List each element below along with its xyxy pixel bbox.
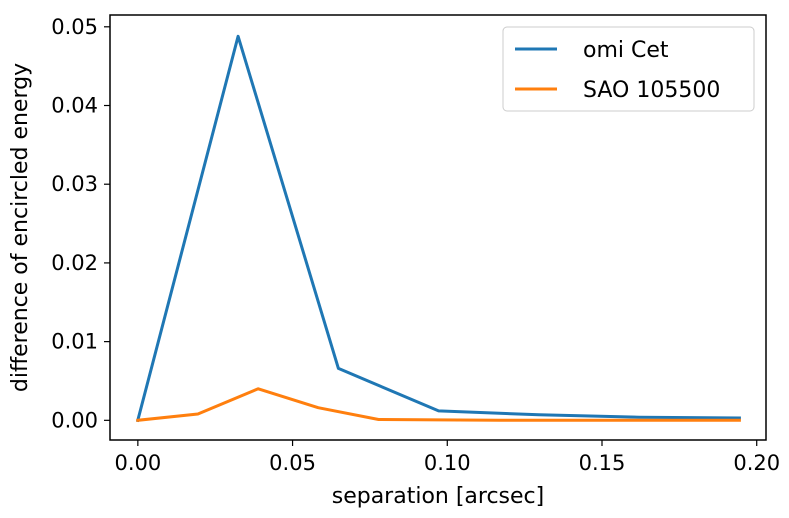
x-axis-label: separation [arcsec] xyxy=(332,484,545,509)
y-tick-label: 0.03 xyxy=(51,172,98,196)
series-line-omi-cet xyxy=(135,34,741,423)
x-tick-label: 0.20 xyxy=(733,451,780,475)
x-tick-label: 0.05 xyxy=(269,451,316,475)
x-axis-ticks: 0.00 0.05 0.10 0.15 0.20 xyxy=(114,440,780,475)
legend: omi Cet SAO 105500 xyxy=(502,26,755,112)
legend-label-sao-105500: SAO 105500 xyxy=(583,78,720,103)
y-axis-ticks: 0.00 0.01 0.02 0.03 0.04 0.05 xyxy=(51,15,110,432)
series-line-sao-105500 xyxy=(136,387,741,422)
y-tick-label: 0.02 xyxy=(51,251,98,275)
y-tick-label: 0.05 xyxy=(51,15,98,39)
legend-label-omi-cet: omi Cet xyxy=(583,38,669,63)
y-tick-label: 0.01 xyxy=(51,330,98,354)
x-tick-label: 0.10 xyxy=(424,451,471,475)
y-tick-label: 0.00 xyxy=(51,408,98,432)
x-tick-label: 0.15 xyxy=(579,451,626,475)
y-axis-label: difference of encircled energy xyxy=(8,63,33,392)
y-tick-label: 0.04 xyxy=(51,94,98,118)
axes-frame xyxy=(109,14,767,441)
plot-area xyxy=(135,34,741,423)
legend-box xyxy=(502,26,755,112)
axes: 0.00 0.05 0.10 0.15 0.20 0.000.010.020.030.0… xyxy=(8,14,780,509)
x-tick-label: 0.00 xyxy=(114,451,161,475)
